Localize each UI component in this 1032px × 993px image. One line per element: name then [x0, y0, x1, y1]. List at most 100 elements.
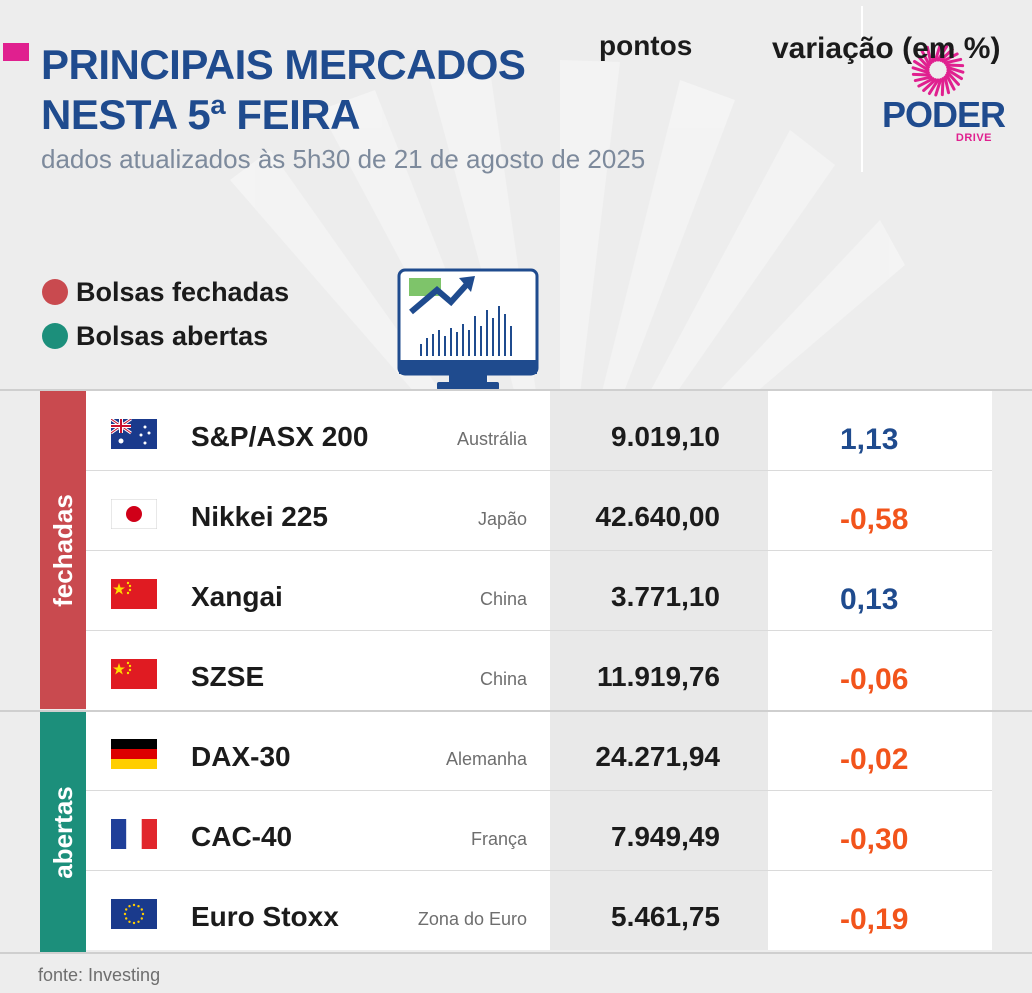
sunburst-ray — [939, 48, 954, 62]
index-points: 3.771,10 — [611, 581, 720, 612]
sunburst-ray — [911, 66, 930, 75]
sunburst-ray — [945, 63, 965, 68]
sunburst-ray — [911, 72, 931, 77]
index-variation: -0,58 — [840, 503, 909, 536]
title-line-2: NESTA 5ª FEIRA — [41, 91, 360, 138]
title-line-1: PRINCIPAIS MERCADOS — [41, 41, 526, 88]
index-name: Xangai — [191, 581, 283, 612]
group-open-label: abertas — [47, 785, 78, 879]
sunburst-ray — [940, 77, 945, 97]
eu-star — [140, 917, 143, 920]
sunburst-ray — [943, 57, 963, 65]
table-bottom-line — [0, 952, 1032, 954]
index-country: China — [479, 589, 527, 609]
sunburst-ray — [920, 49, 931, 67]
eu-star — [137, 905, 140, 908]
eu-star — [128, 905, 131, 908]
index-variation: -0,02 — [840, 743, 909, 776]
index-points: 11.919,76 — [596, 661, 720, 692]
column-header-points: pontos — [599, 30, 693, 61]
sunburst-ray — [927, 78, 940, 95]
index-name: SZSE — [191, 661, 265, 692]
index-country: Alemanha — [445, 749, 527, 769]
index-name: Euro Stoxx — [191, 901, 339, 932]
index-name: DAX-30 — [191, 741, 291, 772]
group-closed-label: fechadas — [47, 493, 78, 607]
china-flag-icon — [111, 659, 157, 689]
sunburst-ray — [936, 45, 949, 62]
source-note: fonte: Investing — [38, 965, 161, 985]
sunburst-ray — [916, 54, 930, 69]
france-flag-icon — [111, 819, 157, 849]
index-country: Zona do Euro — [417, 909, 527, 929]
index-points: 7.949,49 — [611, 821, 720, 852]
logo-word: PODER — [882, 94, 1006, 135]
index-name: S&P/ASX 200 — [191, 421, 369, 452]
index-variation: -0,06 — [840, 663, 909, 696]
red-dot-icon — [42, 279, 68, 305]
teal-dot-icon — [42, 323, 68, 349]
index-points: 9.019,10 — [611, 421, 720, 452]
eu-star — [128, 920, 131, 923]
sunburst-ray — [913, 59, 930, 72]
eu-star — [132, 921, 136, 925]
logo-divider — [861, 6, 863, 172]
sunburst-ray — [943, 75, 951, 95]
sunburst-ray — [917, 77, 935, 88]
table-row: Euro Stoxx Zona do Euro 5.461,75 -0,19 — [0, 871, 1032, 951]
legend-closed: Bolsas fechadas — [42, 270, 289, 314]
index-country: China — [479, 669, 527, 689]
index-variation: -0,30 — [840, 823, 909, 856]
table-row: Nikkei 225 Japão 42.640,00 -0,58 — [0, 471, 1032, 552]
page-title: PRINCIPAIS MERCADOS NESTA 5ª FEIRA — [41, 40, 661, 140]
group-band-closed: fechadas — [40, 391, 86, 709]
page-subtitle: dados atualizados às 5h30 de 21 de agost… — [41, 144, 646, 174]
sunburst-ray — [934, 78, 943, 97]
index-points: 5.461,75 — [611, 901, 720, 932]
index-variation: 1,13 — [840, 423, 899, 456]
legend-open: Bolsas abertas — [42, 314, 289, 358]
index-points: 42.640,00 — [595, 501, 720, 532]
eu-star — [132, 903, 136, 907]
index-points: 24.271,94 — [595, 741, 720, 772]
table-row: S&P/ASX 200 Austrália 9.019,10 1,13 — [0, 391, 1032, 472]
group-band-open: abertas — [40, 712, 86, 952]
column-header-variation: variação (em %) — [772, 32, 1001, 65]
index-name: CAC-40 — [191, 821, 293, 852]
index-country: Austrália — [456, 429, 527, 449]
sunburst-ray — [941, 52, 959, 63]
markets-table: S&P/ASX 200 Austrália 9.019,10 1,13 Nikk… — [0, 391, 1032, 951]
legend-open-label: Bolsas abertas — [76, 320, 269, 351]
eu-star — [137, 920, 140, 923]
table-row: Xangai China 3.771,10 0,13 — [0, 551, 1032, 632]
poder-drive-logo: PODER DRIVE — [878, 40, 1006, 150]
sunburst-ray — [925, 45, 933, 65]
logo-sub: DRIVE — [955, 132, 992, 144]
germany-flag-icon — [111, 739, 157, 769]
eu-star — [141, 912, 145, 916]
accent-bar — [3, 43, 29, 61]
legend: Bolsas fechadas Bolsas abertas — [42, 270, 289, 358]
table-row: SZSE China 11.919,76 -0,06 — [0, 631, 1032, 712]
australia-flag-icon — [111, 419, 157, 449]
index-country: França — [470, 829, 527, 849]
legend-closed-label: Bolsas fechadas — [76, 276, 290, 307]
sunburst-ray — [946, 65, 965, 74]
eu-star — [125, 917, 128, 920]
index-name: Nikkei 225 — [191, 501, 328, 532]
china-flag-icon — [111, 579, 157, 609]
japan-flag-icon — [111, 499, 157, 529]
group-divider — [0, 710, 1032, 712]
eu-star — [123, 912, 127, 916]
sunburst-ray — [913, 75, 933, 83]
header-divider — [0, 389, 1032, 391]
sunburst-ray — [933, 43, 942, 62]
sunburst-ray — [946, 71, 960, 86]
table-row: CAC-40 França 7.949,49 -0,30 — [0, 791, 1032, 872]
index-variation: 0,13 — [840, 583, 899, 616]
sunburst-ray — [922, 78, 937, 92]
eu-star — [125, 908, 128, 911]
index-country: Japão — [477, 509, 527, 529]
eu-flag-icon — [111, 899, 157, 929]
eu-star — [140, 908, 143, 911]
